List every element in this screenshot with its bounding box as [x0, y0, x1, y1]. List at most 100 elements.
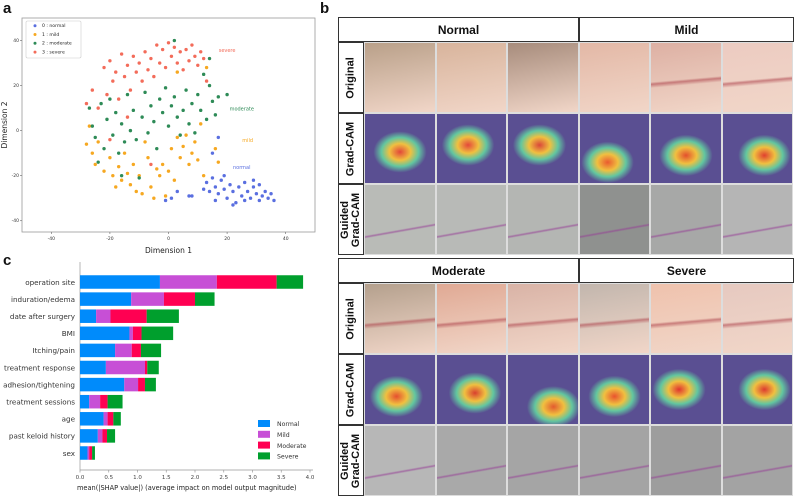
scatter-point-moderate: [160, 110, 165, 115]
scatter-point-normal: [251, 185, 256, 189]
legend-label: Severe: [277, 454, 299, 461]
scatter-point-moderate: [169, 104, 174, 108]
bar-segment-normal: [80, 326, 130, 341]
scatter-point-moderate: [146, 131, 150, 135]
scatter-point-severe: [155, 43, 159, 47]
scatter-point-mild: [149, 185, 153, 189]
y-tick-label: 0: [16, 128, 19, 134]
image-severe-gradcam: [578, 354, 650, 425]
scatter-point-normal: [175, 189, 179, 194]
row-label-text: Original: [344, 297, 357, 340]
bar-segment-moderate: [107, 412, 114, 426]
image-moderate-original: [435, 283, 507, 354]
scatter-point-mild: [158, 173, 162, 178]
scatter-point-moderate: [114, 110, 118, 115]
y-axis-label: Dimension 2: [0, 101, 9, 148]
row-label-gradcam: Grad-CAM: [338, 354, 364, 425]
scatter-point-mild: [87, 124, 92, 128]
scatter-point-severe: [158, 61, 162, 65]
scatter-point-mild: [128, 182, 133, 187]
scatter-point-mild: [146, 155, 150, 160]
bar-segment-mild: [131, 292, 164, 306]
scatter-point-moderate: [152, 119, 156, 124]
feature-label: past keloid history: [9, 432, 76, 441]
bar-segment-normal: [80, 309, 97, 323]
scatter-point-normal: [242, 180, 247, 185]
scatter-point-severe: [149, 56, 153, 61]
scatter-point-normal: [225, 196, 229, 200]
scatter-point-moderate: [163, 86, 168, 90]
bar-segment-mild: [105, 360, 145, 375]
scatter-point-moderate: [178, 133, 182, 137]
scatter-point-normal: [210, 151, 215, 155]
scatter-point-mild: [216, 160, 221, 164]
cluster-annotation: normal: [233, 165, 251, 171]
row-label-text: Grad-CAM: [344, 121, 357, 176]
group-header-normal: Normal: [338, 17, 579, 42]
image-normal-gradcam: [507, 113, 579, 184]
legend-label: 2 : moderate: [42, 41, 72, 47]
feature-label: Itching/pain: [32, 346, 75, 355]
row-label-text: Original: [344, 56, 357, 99]
image-moderate-guided: [435, 425, 507, 496]
scatter-point-severe: [152, 74, 156, 79]
scatter-point-moderate: [225, 92, 229, 97]
scatter-point-severe: [125, 63, 130, 68]
scatter-point-moderate: [216, 95, 221, 99]
cluster-annotation: mild: [242, 138, 253, 144]
legend-label: 3 : severe: [42, 49, 65, 55]
bar-segment-normal: [80, 377, 125, 392]
scatter-point-normal: [257, 198, 262, 203]
scatter-point-severe: [204, 79, 209, 83]
legend-marker: [33, 33, 37, 36]
shap-bar-chart: operation site induration/edema date after…: [3, 262, 315, 492]
scatter-point-moderate: [204, 117, 209, 122]
x-tick-label: 1.0: [133, 475, 142, 481]
scatter-point-severe: [131, 54, 136, 58]
scatter-point-normal: [228, 182, 232, 187]
scatter-point-normal: [204, 180, 209, 185]
bar-segment-moderate: [132, 326, 142, 341]
image-mild-original: [650, 42, 722, 113]
bar-segment-severe: [107, 394, 123, 409]
scatter-point-normal: [222, 187, 226, 191]
scatter-point-mild: [187, 162, 191, 167]
feature-label: age: [62, 415, 76, 424]
scatter-point-normal: [231, 203, 235, 207]
bar-segment-severe: [92, 446, 95, 460]
bar-segment-mild: [97, 429, 103, 443]
scatter-point-mild: [160, 162, 165, 167]
scatter-point-severe: [111, 79, 115, 83]
cluster-annotation: moderate: [230, 106, 254, 112]
scatter-point-severe: [105, 92, 109, 97]
scatter-point-moderate: [172, 38, 177, 43]
scatter-point-severe: [116, 97, 121, 101]
image-severe-guided: [578, 425, 650, 496]
scatter-point-mild: [114, 185, 118, 189]
image-normal-guided: [364, 184, 436, 255]
feature-label: induration/edema: [11, 295, 75, 304]
feature-label: operation site: [25, 278, 75, 287]
legend-label: Moderate: [277, 443, 307, 450]
panel-b-label: b: [320, 0, 330, 17]
scatter-point-severe: [122, 74, 127, 79]
scatter-point-severe: [84, 101, 89, 106]
tsne-scatter-plot: -40 -20 0 20 40 -40 -20 0 20 40 Dimension 1 Dimensi…: [0, 17, 316, 255]
scatter-point-normal: [169, 196, 174, 200]
cluster-annotation: severe: [219, 48, 236, 54]
image-severe-guided: [721, 425, 793, 496]
scatter-point-mild: [108, 155, 112, 160]
bar-segment-normal: [80, 275, 160, 289]
bar-segment-moderate: [144, 360, 148, 375]
image-severe-guided: [650, 425, 722, 496]
x-tick-label: 2.0: [191, 475, 200, 481]
scatter-point-moderate: [181, 108, 185, 113]
scatter-point-normal: [222, 173, 226, 178]
scatter-point-moderate: [155, 146, 159, 151]
image-mild-guided: [650, 184, 722, 255]
legend-box: [25, 20, 82, 59]
scatter-point-mild: [196, 158, 200, 162]
group-header-mild: Mild: [579, 17, 794, 42]
feature-label: BMI: [62, 329, 75, 338]
scatter-point-normal: [219, 178, 223, 182]
